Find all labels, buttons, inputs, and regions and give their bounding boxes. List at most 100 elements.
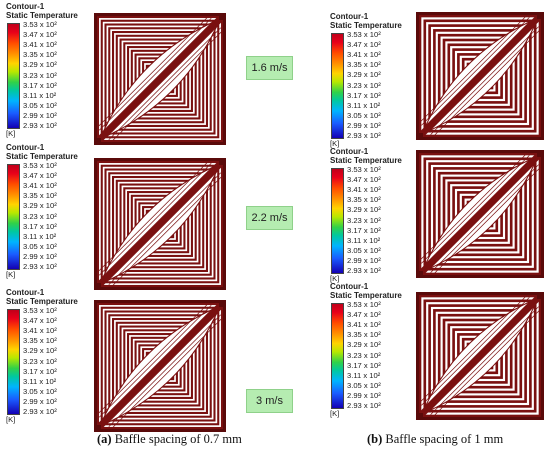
colorbar-tick-label: 2.99 x 10² — [23, 396, 57, 406]
colorbar-tick-label: 3.23 x 10² — [23, 70, 57, 80]
colorbar-tick-label: 3.53 x 10² — [23, 161, 57, 170]
temperature-colorbar — [331, 303, 344, 409]
legend-title-contour: Contour-1 — [6, 2, 45, 11]
colorbar-tick-label: 3.17 x 10² — [23, 366, 57, 376]
colorbar-tick-label: 3.35 x 10² — [347, 60, 381, 70]
legend-title-static-temperature: Static Temperature — [330, 21, 402, 30]
colorbar-tick-label: 3.41 x 10² — [23, 326, 57, 336]
colorbar-tick-label: 3.05 x 10² — [347, 245, 381, 255]
legend-title-contour: Contour-1 — [6, 143, 45, 152]
caption-a-text: Baffle spacing of 0.7 mm — [111, 432, 242, 446]
heat-exchanger-contour-b2 — [416, 150, 544, 278]
legend-title-static-temperature: Static Temperature — [6, 11, 78, 20]
temperature-colorbar — [331, 33, 344, 139]
speed-label-2: 2.2 m/s — [246, 206, 293, 230]
colorbar-tick-label: 3.23 x 10² — [23, 356, 57, 366]
colorbar-tick-label: 3.05 x 10² — [347, 110, 381, 120]
colorbar-tick-label: 3.23 x 10² — [347, 80, 381, 90]
colorbar-tick-label: 3.29 x 10² — [347, 70, 381, 80]
colorbar-tick-label: 3.11 x 10² — [23, 90, 57, 100]
legend-b2: Contour-1 Static Temperature 3.53 x 10² 3.4… — [330, 147, 415, 287]
colorbar-tick-label: 3.11 x 10² — [23, 376, 57, 386]
colorbar-tick-label: 3.05 x 10² — [347, 380, 381, 390]
legend-title-contour: Contour-1 — [330, 147, 369, 156]
caption-a: (a) Baffle spacing of 0.7 mm — [97, 432, 242, 447]
colorbar-tick-label: 3.47 x 10² — [23, 171, 57, 181]
colorbar-tick-label: 3.11 x 10² — [23, 231, 57, 241]
heat-exchanger-contour-b1 — [416, 12, 544, 140]
temperature-colorbar — [7, 23, 20, 129]
colorbar-tick-label: 3.05 x 10² — [23, 386, 57, 396]
heat-exchanger-contour-a1 — [94, 13, 226, 145]
colorbar-tick-label: 3.11 x 10² — [347, 100, 381, 110]
colorbar-unit-label: [K] — [6, 415, 16, 424]
colorbar-tick-label: 3.47 x 10² — [347, 40, 381, 50]
legend-title-static-temperature: Static Temperature — [6, 152, 78, 161]
colorbar-tick-label: 3.17 x 10² — [347, 90, 381, 100]
colorbar-tick-label: 3.41 x 10² — [347, 320, 381, 330]
colorbar-tick-label: 3.29 x 10² — [23, 60, 57, 70]
colorbar-unit-label: [K] — [6, 129, 16, 138]
legend-title-contour: Contour-1 — [330, 282, 369, 291]
colorbar-tick-label: 3.29 x 10² — [23, 201, 57, 211]
caption-b-text: Baffle spacing of 1 mm — [382, 432, 504, 446]
colorbar-tick-label: 3.29 x 10² — [23, 346, 57, 356]
legend-title-contour: Contour-1 — [330, 12, 369, 21]
colorbar-tick-label: 3.47 x 10² — [347, 310, 381, 320]
colorbar-tick-label: 3.53 x 10² — [23, 20, 57, 29]
legend-a1: Contour-1 Static Temperature 3.53 x 10² 3.4… — [6, 2, 91, 142]
heat-exchanger-contour-a3 — [94, 300, 226, 432]
colorbar-unit-label: [K] — [330, 139, 340, 148]
colorbar-tick-label: 2.93 x 10² — [347, 401, 381, 410]
temperature-colorbar — [7, 164, 20, 270]
legend-a3: Contour-1 Static Temperature 3.53 x 10² 3.4… — [6, 288, 91, 428]
legend-title-static-temperature: Static Temperature — [330, 156, 402, 165]
colorbar-tick-label: 2.93 x 10² — [23, 121, 57, 130]
legend-a2: Contour-1 Static Temperature 3.53 x 10² 3.4… — [6, 143, 91, 283]
colorbar-tick-label: 2.93 x 10² — [23, 262, 57, 271]
temperature-colorbar — [331, 168, 344, 274]
colorbar-unit-label: [K] — [330, 274, 340, 283]
colorbar-tick-label: 3.23 x 10² — [347, 215, 381, 225]
colorbar-tick-label: 2.93 x 10² — [347, 266, 381, 275]
heat-exchanger-contour-b3 — [416, 292, 544, 420]
colorbar-tick-label: 3.11 x 10² — [347, 370, 381, 380]
caption-a-label: (a) — [97, 432, 112, 446]
colorbar-tick-label: 3.41 x 10² — [23, 181, 57, 191]
colorbar-tick-label: 3.47 x 10² — [23, 30, 57, 40]
colorbar-tick-label: 3.47 x 10² — [23, 316, 57, 326]
colorbar-tick-label: 3.17 x 10² — [347, 360, 381, 370]
legend-b3: Contour-1 Static Temperature 3.53 x 10² 3.4… — [330, 282, 415, 422]
colorbar-tick-label: 3.17 x 10² — [347, 225, 381, 235]
colorbar-tick-label: 2.99 x 10² — [23, 251, 57, 261]
colorbar-tick-label: 3.17 x 10² — [23, 221, 57, 231]
colorbar-unit-label: [K] — [330, 409, 340, 418]
speed-label-3: 3 m/s — [246, 389, 293, 413]
legend-b1: Contour-1 Static Temperature 3.53 x 10² 3.4… — [330, 12, 415, 152]
speed-label-1: 1.6 m/s — [246, 56, 293, 80]
colorbar-tick-label: 3.17 x 10² — [23, 80, 57, 90]
temperature-colorbar — [7, 309, 20, 415]
colorbar-tick-label: 3.35 x 10² — [23, 191, 57, 201]
colorbar-tick-label: 3.23 x 10² — [347, 350, 381, 360]
colorbar-tick-label: 3.29 x 10² — [347, 340, 381, 350]
colorbar-tick-label: 3.29 x 10² — [347, 205, 381, 215]
colorbar-tick-label: 3.35 x 10² — [23, 50, 57, 60]
colorbar-tick-label: 3.05 x 10² — [23, 241, 57, 251]
legend-title-contour: Contour-1 — [6, 288, 45, 297]
colorbar-tick-label: 2.93 x 10² — [347, 131, 381, 140]
colorbar-tick-label: 3.47 x 10² — [347, 175, 381, 185]
colorbar-tick-label: 2.99 x 10² — [23, 110, 57, 120]
colorbar-tick-label: 3.11 x 10² — [347, 235, 381, 245]
colorbar-tick-label: 3.23 x 10² — [23, 211, 57, 221]
colorbar-tick-label: 3.41 x 10² — [347, 185, 381, 195]
heat-exchanger-contour-a2 — [94, 158, 226, 290]
colorbar-tick-label: 3.53 x 10² — [347, 30, 381, 39]
colorbar-unit-label: [K] — [6, 270, 16, 279]
caption-b: (b) Baffle spacing of 1 mm — [367, 432, 503, 447]
colorbar-tick-label: 3.41 x 10² — [23, 40, 57, 50]
colorbar-tick-label: 3.05 x 10² — [23, 100, 57, 110]
colorbar-tick-label: 3.35 x 10² — [23, 336, 57, 346]
legend-title-static-temperature: Static Temperature — [330, 291, 402, 300]
colorbar-tick-label: 3.35 x 10² — [347, 330, 381, 340]
